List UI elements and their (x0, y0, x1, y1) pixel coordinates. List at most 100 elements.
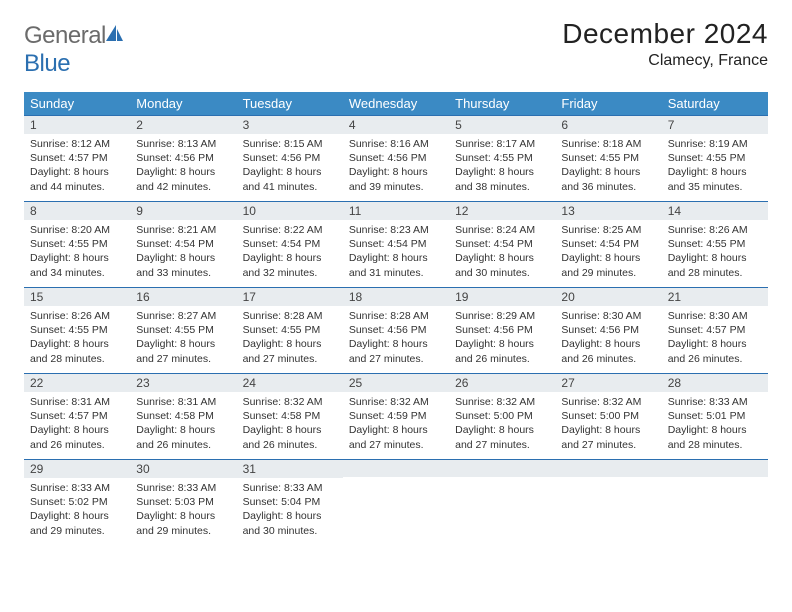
day-body: Sunrise: 8:15 AMSunset: 4:56 PMDaylight:… (237, 134, 343, 200)
day-body-empty (343, 477, 449, 537)
sunset-line: Sunset: 4:54 PM (349, 238, 427, 250)
day-number: 19 (449, 287, 555, 306)
day-number: 17 (237, 287, 343, 306)
daylight-line: Daylight: 8 hours and 35 minutes. (668, 166, 747, 192)
daylight-line: Daylight: 8 hours and 26 minutes. (455, 338, 534, 364)
daylight-line: Daylight: 8 hours and 32 minutes. (243, 252, 322, 278)
calendar-day-cell: 23Sunrise: 8:31 AMSunset: 4:58 PMDayligh… (130, 373, 236, 459)
day-body: Sunrise: 8:33 AMSunset: 5:04 PMDaylight:… (237, 478, 343, 544)
month-title: December 2024 (562, 18, 768, 50)
sunset-line: Sunset: 4:57 PM (30, 152, 108, 164)
daylight-line: Daylight: 8 hours and 27 minutes. (349, 338, 428, 364)
calendar-table: Sunday Monday Tuesday Wednesday Thursday… (24, 92, 768, 545)
daylight-line: Daylight: 8 hours and 26 minutes. (136, 424, 215, 450)
sunset-line: Sunset: 4:54 PM (243, 238, 321, 250)
sunset-line: Sunset: 5:01 PM (668, 410, 746, 422)
sunrise-line: Sunrise: 8:30 AM (668, 310, 748, 322)
sunrise-line: Sunrise: 8:25 AM (561, 224, 641, 236)
weekday-header: Wednesday (343, 92, 449, 115)
day-number-empty (449, 459, 555, 477)
sunset-line: Sunset: 4:56 PM (349, 324, 427, 336)
sunrise-line: Sunrise: 8:28 AM (243, 310, 323, 322)
day-number: 21 (662, 287, 768, 306)
day-body: Sunrise: 8:23 AM Sunset: 4:54 PM Daylight:… (343, 220, 449, 286)
sunset-line: Sunset: 4:55 PM (561, 152, 639, 164)
sunrise-line: Sunrise: 8:22 AM (243, 224, 323, 236)
daylight-line: Daylight: 8 hours and 44 minutes. (30, 166, 109, 192)
day-number: 9 (130, 201, 236, 220)
daylight-line: Daylight: 8 hours and 27 minutes. (136, 338, 215, 364)
sunrise-line: Sunrise: 8:23 AM (349, 224, 429, 236)
sunrise-line: Sunrise: 8:33 AM (668, 396, 748, 408)
calendar-day-cell (555, 459, 661, 545)
sunrise-line: Sunrise: 8:26 AM (668, 224, 748, 236)
day-body: Sunrise: 8:31 AMSunset: 4:57 PMDaylight:… (24, 392, 130, 458)
daylight-line: Daylight: 8 hours and 34 minutes. (30, 252, 109, 278)
sunset-line: Sunset: 4:55 PM (30, 324, 108, 336)
sunrise-line: Sunrise: 8:33 AM (30, 482, 110, 494)
sunset-line: Sunset: 4:55 PM (136, 324, 214, 336)
daylight-line: Daylight: 8 hours and 26 minutes. (668, 338, 747, 364)
weekday-header: Tuesday (237, 92, 343, 115)
calendar-day-cell: 26Sunrise: 8:32 AMSunset: 5:00 PMDayligh… (449, 373, 555, 459)
sunrise-line: Sunrise: 8:19 AM (668, 138, 748, 150)
daylight-line: Daylight: 8 hours and 29 minutes. (136, 510, 215, 536)
calendar-week-row: 22Sunrise: 8:31 AMSunset: 4:57 PMDayligh… (24, 373, 768, 459)
logo-word-1: General (24, 22, 106, 49)
daylight-line: Daylight: 8 hours and 31 minutes. (349, 252, 428, 278)
sunrise-line: Sunrise: 8:15 AM (243, 138, 323, 150)
day-number-empty (555, 459, 661, 477)
sunset-line: Sunset: 4:55 PM (30, 238, 108, 250)
calendar-day-cell: 25Sunrise: 8:32 AMSunset: 4:59 PMDayligh… (343, 373, 449, 459)
day-number: 31 (237, 459, 343, 478)
day-number: 20 (555, 287, 661, 306)
sunset-line: Sunset: 4:58 PM (136, 410, 214, 422)
day-body: Sunrise: 8:32 AMSunset: 4:58 PMDaylight:… (237, 392, 343, 458)
calendar-day-cell: 11Sunrise: 8:23 AMSunset: 4:54 PMDayligh… (343, 201, 449, 287)
daylight-line: Daylight: 8 hours and 41 minutes. (243, 166, 322, 192)
day-body: Sunrise: 8:32 AMSunset: 4:59 PMDaylight:… (343, 392, 449, 458)
calendar-day-cell: 17Sunrise: 8:28 AMSunset: 4:55 PMDayligh… (237, 287, 343, 373)
daylight-line: Daylight: 8 hours and 30 minutes. (455, 252, 534, 278)
calendar-day-cell: 10Sunrise: 8:22 AMSunset: 4:54 PMDayligh… (237, 201, 343, 287)
day-number: 1 (24, 115, 130, 134)
location: Clamecy, France (562, 52, 768, 70)
calendar-day-cell: 2Sunrise: 8:13 AMSunset: 4:56 PMDaylight… (130, 115, 236, 201)
sunrise-line: Sunrise: 8:33 AM (136, 482, 216, 494)
daylight-line: Daylight: 8 hours and 36 minutes. (561, 166, 640, 192)
daylight-line: Daylight: 8 hours and 28 minutes. (30, 338, 109, 364)
day-number: 5 (449, 115, 555, 134)
sunset-line: Sunset: 4:54 PM (561, 238, 639, 250)
day-body: Sunrise: 8:26 AMSunset: 4:55 PMDaylight:… (662, 220, 768, 286)
daylight-line: Daylight: 8 hours and 27 minutes. (455, 424, 534, 450)
calendar-day-cell: 8Sunrise: 8:20 AMSunset: 4:55 PMDaylight… (24, 201, 130, 287)
day-number-empty (662, 459, 768, 477)
day-body: Sunrise: 8:12 AMSunset: 4:57 PMDaylight:… (24, 134, 130, 200)
sunset-line: Sunset: 4:55 PM (668, 238, 746, 250)
calendar-day-cell: 31Sunrise: 8:33 AMSunset: 5:04 PMDayligh… (237, 459, 343, 545)
calendar-day-cell: 29Sunrise: 8:33 AMSunset: 5:02 PMDayligh… (24, 459, 130, 545)
day-number: 2 (130, 115, 236, 134)
day-number: 18 (343, 287, 449, 306)
daylight-line: Daylight: 8 hours and 27 minutes. (561, 424, 640, 450)
calendar-day-cell: 21Sunrise: 8:30 AMSunset: 4:57 PMDayligh… (662, 287, 768, 373)
day-number: 22 (24, 373, 130, 392)
sunrise-line: Sunrise: 8:28 AM (349, 310, 429, 322)
sunset-line: Sunset: 5:00 PM (561, 410, 639, 422)
sunrise-line: Sunrise: 8:29 AM (455, 310, 535, 322)
sunrise-line: Sunrise: 8:32 AM (455, 396, 535, 408)
day-number: 25 (343, 373, 449, 392)
calendar-day-cell: 30Sunrise: 8:33 AMSunset: 5:03 PMDayligh… (130, 459, 236, 545)
sunrise-line: Sunrise: 8:31 AM (30, 396, 110, 408)
sunrise-line: Sunrise: 8:30 AM (561, 310, 641, 322)
daylight-line: Daylight: 8 hours and 42 minutes. (136, 166, 215, 192)
daylight-line: Daylight: 8 hours and 26 minutes. (561, 338, 640, 364)
logo: General Blue (24, 22, 124, 78)
calendar-day-cell: 27Sunrise: 8:32 AMSunset: 5:00 PMDayligh… (555, 373, 661, 459)
sunset-line: Sunset: 4:55 PM (455, 152, 533, 164)
daylight-line: Daylight: 8 hours and 38 minutes. (455, 166, 534, 192)
sunrise-line: Sunrise: 8:20 AM (30, 224, 110, 236)
sunset-line: Sunset: 5:04 PM (243, 496, 321, 508)
sunrise-line: Sunrise: 8:27 AM (136, 310, 216, 322)
daylight-line: Daylight: 8 hours and 33 minutes. (136, 252, 215, 278)
